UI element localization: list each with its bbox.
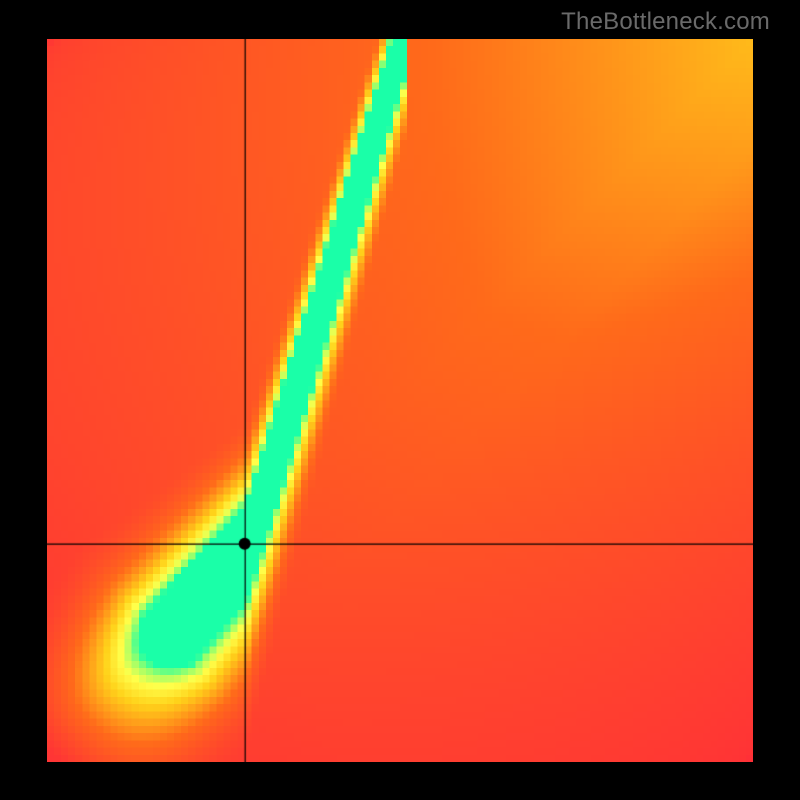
watermark-text: TheBottleneck.com xyxy=(561,8,770,36)
chart-root: TheBottleneck.com xyxy=(0,0,800,800)
crosshair-overlay xyxy=(47,39,753,762)
